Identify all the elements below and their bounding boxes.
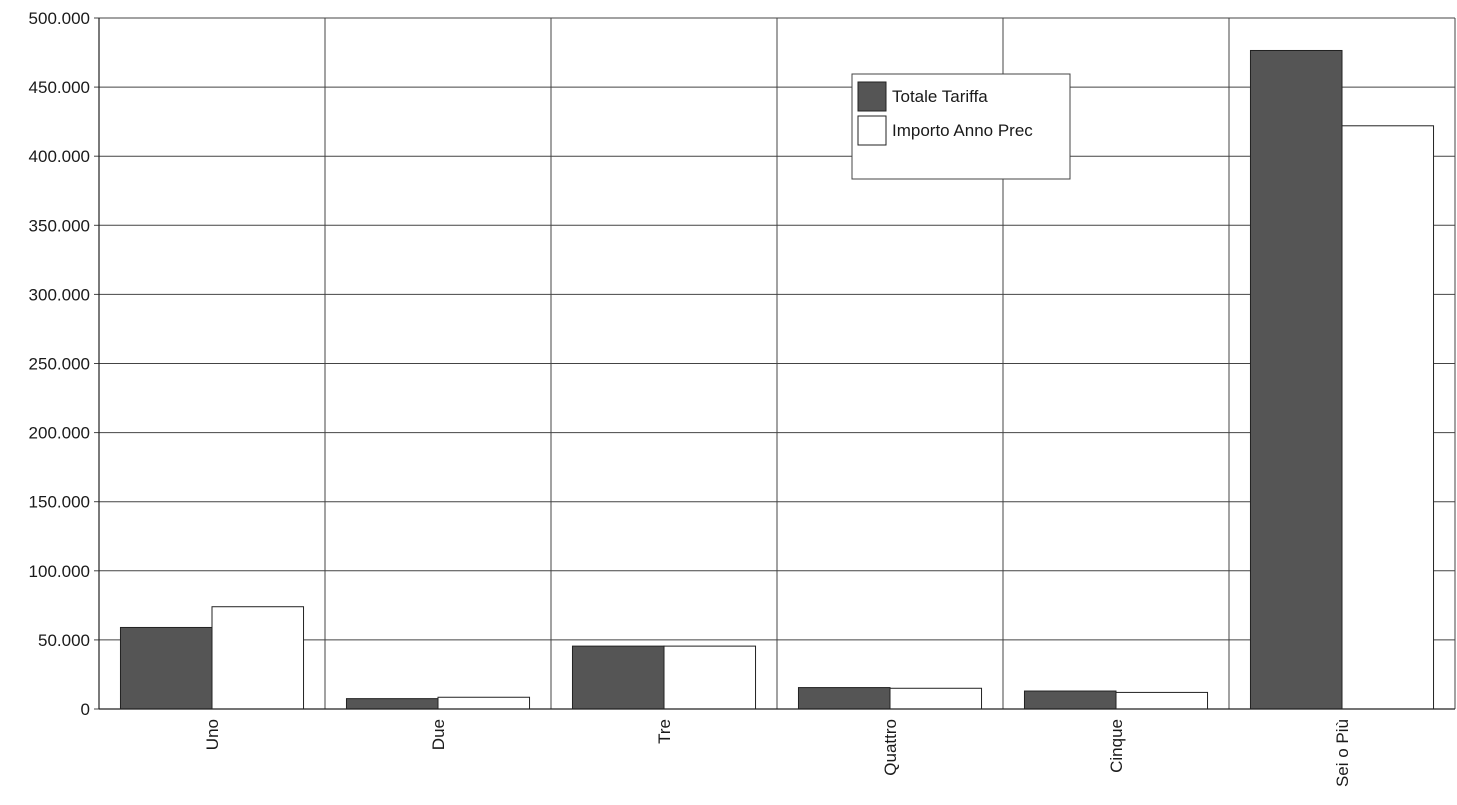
y-tick-label: 100.000 [29, 562, 90, 581]
bar-importo-anno-prec [1115, 691, 1209, 710]
x-tick-label: Uno [203, 719, 222, 750]
legend-label: Importo Anno Prec [892, 121, 1033, 140]
y-tick-label: 350.000 [29, 216, 90, 235]
x-tick-label: Quattro [881, 719, 900, 776]
y-tick-label: 400.000 [29, 147, 90, 166]
x-tick-label: Tre [655, 719, 674, 744]
x-tick-label: Due [429, 719, 448, 750]
bar-totale-tariffa [1249, 49, 1343, 710]
bar-importo-anno-prec [663, 645, 757, 710]
legend-swatch [857, 81, 887, 112]
bar-importo-anno-prec [437, 696, 531, 710]
legend-swatch [857, 115, 887, 146]
y-tick-label: 50.000 [38, 631, 90, 650]
y-tick-labels: 0 50.000 100.000 150.000 200.000 250.000 300.0… [29, 9, 90, 719]
y-tick-label: 500.000 [29, 9, 90, 28]
legend: Totale Tariffa Importo Anno Prec [851, 73, 1071, 180]
y-tick-label: 250.000 [29, 355, 90, 374]
x-tick-label: Cinque [1107, 719, 1126, 773]
bar-totale-tariffa [1023, 690, 1117, 710]
bar-totale-tariffa [797, 687, 891, 710]
x-tick-label: Sei o Più [1333, 719, 1352, 787]
bar-totale-tariffa [345, 698, 439, 710]
axes [94, 17, 1455, 710]
bar-importo-anno-prec [889, 687, 983, 710]
bar-importo-anno-prec [1341, 125, 1435, 710]
bars [119, 49, 1435, 710]
y-tick-label: 150.000 [29, 493, 90, 512]
y-tick-label: 0 [81, 700, 90, 719]
bar-totale-tariffa [571, 645, 665, 710]
bar-importo-anno-prec [211, 606, 305, 710]
bar-totale-tariffa [119, 626, 213, 710]
legend-box [851, 73, 1071, 180]
y-tick-label: 300.000 [29, 285, 90, 304]
y-tick-label: 200.000 [29, 424, 90, 443]
y-tick-label: 450.000 [29, 78, 90, 97]
x-tick-labels: Uno Due Tre Quattro Cinque Sei o Più [203, 719, 1352, 787]
gridlines [99, 17, 1456, 709]
legend-label: Totale Tariffa [892, 87, 988, 106]
